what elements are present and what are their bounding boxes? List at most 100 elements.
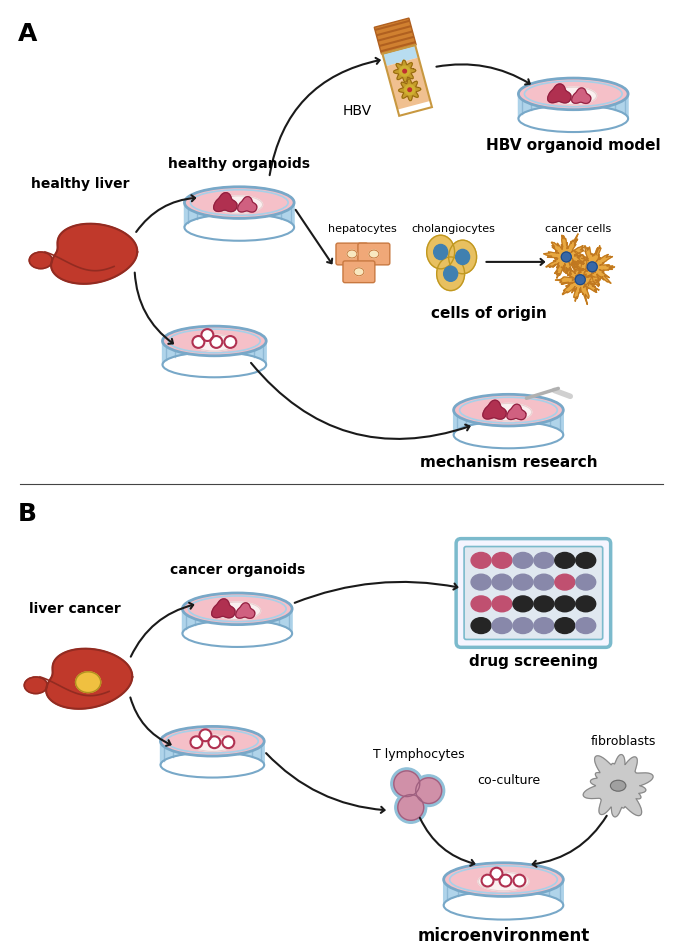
Polygon shape [382,45,419,66]
Ellipse shape [444,266,458,281]
Ellipse shape [354,268,364,276]
Circle shape [405,85,414,95]
Polygon shape [544,234,586,278]
Text: HBV organoid model: HBV organoid model [486,138,660,153]
Polygon shape [236,603,255,618]
Circle shape [201,330,213,341]
Polygon shape [214,192,237,211]
Ellipse shape [192,335,236,351]
Polygon shape [572,245,614,288]
Text: drug screening: drug screening [469,654,598,670]
Ellipse shape [575,275,585,285]
Ellipse shape [436,257,464,291]
Ellipse shape [492,596,512,612]
Circle shape [224,336,236,348]
Ellipse shape [75,671,101,692]
Circle shape [394,771,420,796]
Ellipse shape [485,403,532,420]
Text: T lymphocytes: T lymphocytes [373,748,464,761]
Polygon shape [162,326,266,365]
Circle shape [408,88,412,92]
Polygon shape [51,223,137,284]
Ellipse shape [471,574,491,590]
Polygon shape [444,863,563,905]
Text: liver cancer: liver cancer [29,601,121,616]
Polygon shape [556,259,603,305]
Text: cancer organoids: cancer organoids [170,563,305,577]
Circle shape [499,875,512,886]
Circle shape [208,736,221,748]
Ellipse shape [555,574,575,590]
Circle shape [413,775,445,807]
Ellipse shape [576,617,596,634]
Ellipse shape [453,394,563,426]
Polygon shape [548,84,571,103]
Text: cholangiocytes: cholangiocytes [412,224,495,234]
Ellipse shape [534,552,554,568]
Ellipse shape [347,250,357,258]
Ellipse shape [561,252,571,262]
Ellipse shape [555,617,575,634]
Ellipse shape [162,326,266,356]
Text: mechanism research: mechanism research [420,455,597,470]
Ellipse shape [534,596,554,612]
Ellipse shape [492,574,512,590]
Circle shape [223,736,234,748]
Polygon shape [519,78,628,118]
Circle shape [210,336,223,348]
Polygon shape [160,726,264,765]
Ellipse shape [184,187,294,219]
FancyBboxPatch shape [358,243,390,265]
Circle shape [391,768,423,799]
Ellipse shape [576,552,596,568]
Text: microenvironment: microenvironment [417,927,590,945]
Ellipse shape [513,596,533,612]
Polygon shape [386,58,430,110]
Ellipse shape [214,602,260,619]
Ellipse shape [492,617,512,634]
Ellipse shape [182,593,292,625]
Text: hepatocytes: hepatocytes [327,224,397,234]
Circle shape [400,66,410,76]
Ellipse shape [519,78,628,110]
Ellipse shape [610,780,626,791]
Polygon shape [394,60,416,82]
Circle shape [403,69,406,73]
Text: B: B [18,502,37,527]
Ellipse shape [471,617,491,634]
Polygon shape [212,599,235,617]
Ellipse shape [444,863,563,897]
Polygon shape [483,401,506,420]
Polygon shape [453,394,563,435]
Ellipse shape [534,574,554,590]
Polygon shape [572,88,590,103]
FancyBboxPatch shape [456,539,610,648]
Ellipse shape [492,552,512,568]
Ellipse shape [190,735,234,751]
Circle shape [192,336,204,348]
Polygon shape [182,593,292,634]
Ellipse shape [471,596,491,612]
Ellipse shape [456,249,470,264]
Circle shape [395,792,427,823]
FancyBboxPatch shape [336,243,368,265]
Circle shape [190,736,202,748]
Ellipse shape [160,726,264,756]
Ellipse shape [550,87,597,104]
Circle shape [416,777,442,803]
Polygon shape [507,404,526,420]
Polygon shape [238,197,257,212]
Circle shape [490,867,503,880]
Ellipse shape [587,262,597,272]
Text: A: A [18,22,37,45]
Text: healthy liver: healthy liver [31,177,129,190]
Circle shape [482,875,493,886]
Polygon shape [46,649,132,708]
Ellipse shape [29,252,52,269]
Text: cancer cells: cancer cells [545,224,612,234]
Circle shape [398,795,424,820]
Polygon shape [374,18,416,54]
Ellipse shape [434,244,448,259]
Polygon shape [399,79,421,100]
Ellipse shape [576,574,596,590]
